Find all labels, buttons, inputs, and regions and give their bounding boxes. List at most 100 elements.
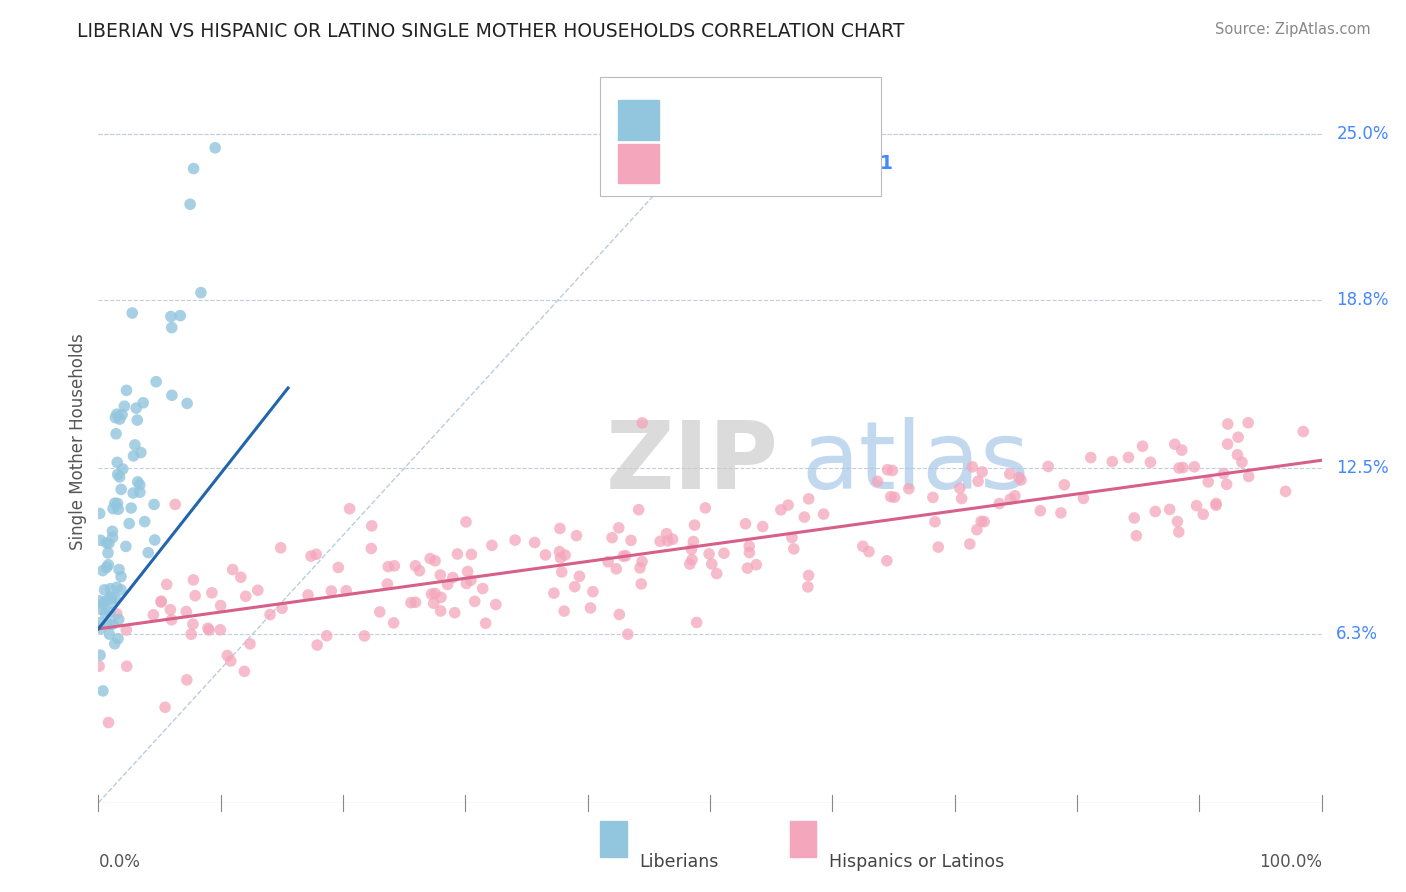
Point (1205, 498, 1227, 512)
Point (408, 564, 430, 578)
Point (1159, 502, 1181, 516)
Point (548, 544, 571, 558)
Point (607, 607, 630, 622)
Point (972, 465, 994, 479)
Point (229, 570, 252, 584)
Point (882, 463, 904, 477)
Point (160, 388, 183, 402)
Point (973, 515, 995, 529)
Point (150, 594, 173, 608)
Point (780, 531, 803, 545)
Point (617, 627, 640, 641)
Point (122, 449, 145, 463)
Point (582, 584, 605, 599)
Point (876, 554, 898, 568)
Point (235, 589, 257, 603)
Text: 18.8%: 18.8% (1336, 291, 1389, 309)
Point (132, 396, 155, 410)
Point (176, 396, 198, 410)
Point (1004, 489, 1026, 503)
Point (259, 607, 281, 622)
Point (924, 515, 946, 529)
Text: R =: R = (673, 153, 714, 173)
Point (105, 407, 128, 421)
FancyBboxPatch shape (790, 821, 817, 857)
Point (614, 549, 637, 563)
Point (115, 659, 138, 673)
Point (108, 470, 131, 484)
Point (107, 496, 129, 510)
Point (335, 583, 357, 598)
Point (222, 563, 245, 577)
Point (631, 416, 654, 430)
Point (110, 483, 132, 497)
Point (404, 558, 426, 573)
Point (1008, 470, 1031, 484)
Point (745, 558, 768, 572)
Point (120, 501, 142, 516)
Point (783, 541, 806, 556)
Point (174, 605, 197, 619)
Point (98, 606, 121, 620)
Point (423, 554, 446, 568)
Point (183, 161, 205, 176)
Point (112, 399, 135, 413)
Point (628, 561, 651, 575)
Point (950, 491, 973, 506)
Point (523, 535, 546, 549)
Point (1073, 491, 1095, 506)
Point (299, 549, 322, 563)
Point (1292, 425, 1315, 439)
Point (797, 568, 820, 582)
Point (565, 528, 588, 542)
Point (111, 408, 134, 422)
Point (474, 616, 496, 631)
Point (1080, 450, 1102, 465)
FancyBboxPatch shape (600, 821, 627, 857)
Point (179, 197, 201, 211)
Point (307, 638, 329, 652)
Point (209, 623, 232, 637)
Point (778, 498, 800, 512)
Point (100, 582, 122, 596)
Point (197, 621, 219, 635)
Point (97, 715, 120, 730)
Point (108, 563, 131, 577)
Point (579, 601, 602, 615)
Text: atlas: atlas (801, 417, 1031, 509)
Point (876, 463, 898, 477)
Point (1010, 473, 1032, 487)
Point (970, 514, 993, 528)
Point (966, 523, 988, 537)
Text: N =: N = (790, 111, 844, 129)
Point (959, 537, 981, 551)
Point (897, 482, 920, 496)
Point (1197, 475, 1219, 489)
Point (339, 501, 361, 516)
FancyBboxPatch shape (600, 77, 882, 196)
Point (1036, 459, 1059, 474)
Point (998, 467, 1021, 481)
Point (620, 533, 643, 548)
Point (321, 584, 343, 599)
Point (90, 602, 112, 616)
Point (96, 536, 118, 550)
Point (150, 595, 173, 609)
Point (89, 648, 111, 662)
Point (1205, 496, 1227, 510)
Point (988, 497, 1011, 511)
Point (464, 594, 486, 608)
Point (460, 548, 482, 562)
Point (360, 519, 382, 533)
Y-axis label: Single Mother Households: Single Mother Households (69, 334, 87, 549)
Point (503, 533, 526, 548)
Point (1168, 461, 1191, 475)
Point (328, 560, 350, 574)
Point (110, 582, 132, 597)
Point (543, 586, 565, 600)
Point (97, 536, 120, 550)
Point (382, 558, 405, 573)
Text: 0.346: 0.346 (724, 111, 783, 129)
Text: Liberians: Liberians (640, 854, 718, 871)
Point (209, 599, 232, 613)
